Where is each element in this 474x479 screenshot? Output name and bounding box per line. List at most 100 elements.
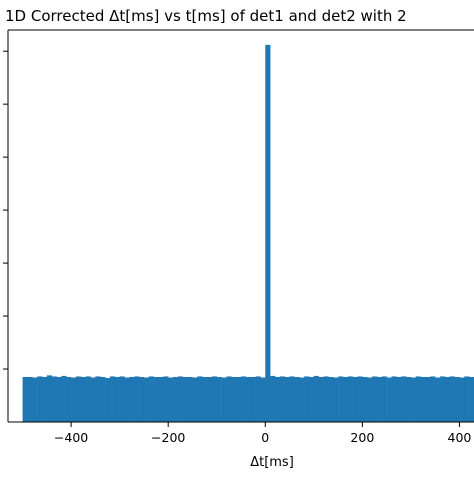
histogram-bar xyxy=(153,376,159,422)
histogram-bar xyxy=(168,377,174,422)
histogram-bar xyxy=(207,376,213,422)
histogram-bar xyxy=(372,376,378,422)
histogram-bar xyxy=(46,375,52,422)
histogram-bar xyxy=(454,376,460,422)
histogram-bar xyxy=(216,376,222,422)
histogram-bar xyxy=(469,376,474,422)
histogram-bar xyxy=(90,377,96,422)
histogram-bar xyxy=(236,376,242,422)
histogram-bar xyxy=(289,376,295,422)
histogram-bar xyxy=(464,376,470,422)
histogram-bar xyxy=(299,377,305,422)
histogram-bar xyxy=(105,378,111,422)
histogram-bar xyxy=(396,376,402,422)
histogram-bar xyxy=(221,377,227,422)
histogram-bar xyxy=(56,376,62,422)
histogram-bar xyxy=(245,376,251,422)
histogram-bar xyxy=(342,376,349,422)
histogram-bar xyxy=(440,376,446,422)
histogram-bar xyxy=(333,377,339,422)
histogram-bar xyxy=(260,377,266,422)
histogram-bar xyxy=(192,377,198,422)
histogram-bar xyxy=(143,377,150,422)
y-axis-ticks xyxy=(3,50,8,370)
histogram-bar xyxy=(459,377,465,422)
histogram-bar xyxy=(119,376,125,422)
x-axis-label: Δt[ms] xyxy=(250,455,294,470)
chart-title: 1D Corrected Δt[ms] vs t[ms] of det1 and… xyxy=(5,7,407,25)
histogram-bar xyxy=(226,376,232,422)
histogram-bar xyxy=(357,376,363,422)
histogram-bar xyxy=(449,376,455,422)
x-tick-label: 0 xyxy=(261,430,269,445)
histogram-bar xyxy=(279,376,285,422)
histogram-bar xyxy=(22,376,28,422)
histogram-bar xyxy=(129,376,135,422)
histogram-bar xyxy=(124,377,130,422)
histogram-bar xyxy=(284,376,290,422)
histogram-bar xyxy=(347,376,353,422)
histogram-bar xyxy=(352,376,358,422)
histogram-bar xyxy=(134,376,140,422)
histogram-bar xyxy=(202,376,208,422)
histogram-bar xyxy=(376,376,383,422)
x-tick-label: 400 xyxy=(448,430,472,445)
histogram-bar xyxy=(323,376,329,422)
histogram-bar xyxy=(338,376,344,422)
histogram-bar xyxy=(41,376,48,422)
histogram-bar xyxy=(367,377,373,422)
histogram-bar xyxy=(274,376,281,422)
histogram-bar xyxy=(32,377,38,422)
histogram-bar xyxy=(27,376,33,422)
histogram-bar xyxy=(391,376,397,422)
x-tick-label: −200 xyxy=(151,430,185,445)
histogram-bar xyxy=(435,377,441,422)
histogram-bar xyxy=(139,376,145,422)
histogram-bar xyxy=(430,376,436,422)
histogram-bar xyxy=(308,376,315,422)
histogram-bar xyxy=(182,376,188,422)
histogram-bar xyxy=(270,375,276,422)
histogram-bar xyxy=(381,376,387,422)
histogram-bar xyxy=(255,376,261,422)
histogram-bar xyxy=(80,376,86,422)
histogram-bar xyxy=(415,376,421,422)
histogram-bar xyxy=(187,376,193,422)
histogram-bar xyxy=(386,377,392,422)
histogram-bar xyxy=(410,377,417,422)
histogram-bar xyxy=(197,376,203,422)
histogram-bar xyxy=(294,376,300,422)
histogram-bar xyxy=(211,376,218,422)
histogram-bar xyxy=(75,376,82,422)
histogram-bar xyxy=(444,376,451,422)
histogram-bar xyxy=(406,376,412,422)
histogram-bar xyxy=(61,375,67,422)
histogram-bar xyxy=(173,376,179,422)
histogram-bar xyxy=(265,44,271,422)
histogram-bar xyxy=(163,376,169,422)
histogram-bar xyxy=(362,376,368,422)
x-tick-label: −400 xyxy=(54,430,88,445)
x-tick-label: 200 xyxy=(350,430,374,445)
histogram-bar xyxy=(401,376,407,422)
histogram-bar xyxy=(250,376,256,422)
histogram-bar xyxy=(313,375,319,422)
histogram-bar xyxy=(420,376,426,422)
histogram-bar xyxy=(37,376,43,422)
histogram-bar xyxy=(158,376,164,422)
histogram-bar xyxy=(100,376,106,422)
histogram-bar xyxy=(241,376,247,422)
axes xyxy=(7,29,474,423)
histogram-bar xyxy=(148,376,154,422)
histogram-bar xyxy=(177,376,184,422)
histogram-bar xyxy=(66,376,72,422)
histogram-bar xyxy=(328,376,334,422)
histogram-bar xyxy=(318,376,324,422)
histogram-bar xyxy=(231,376,237,422)
histogram-bars xyxy=(22,44,474,422)
x-axis-ticks: −400 −200 0 200 400 xyxy=(54,422,471,445)
histogram-bar xyxy=(71,377,77,422)
histogram-bar xyxy=(304,376,310,422)
